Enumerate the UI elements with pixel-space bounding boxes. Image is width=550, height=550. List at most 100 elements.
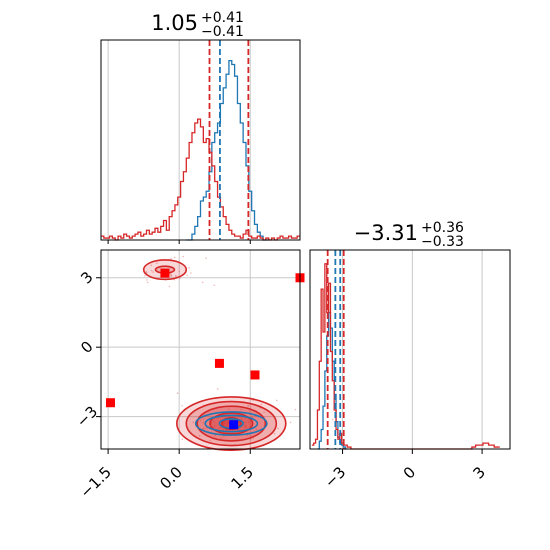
joint-sample-point	[220, 437, 222, 440]
marginal-y-histogram	[311, 250, 500, 450]
joint-sample-point	[214, 434, 217, 437]
joint-y-tick-label: 0	[77, 337, 96, 356]
marginal-y-panel: −3 0 3 −3.31 +0.36 −0.33	[309, 220, 511, 491]
joint-sample-point	[244, 421, 246, 424]
marginal-y-title-plus: +0.36	[421, 220, 464, 236]
joint-blue-marker	[229, 420, 239, 430]
joint-sample-point	[209, 439, 211, 442]
joint-blue-contour	[204, 414, 259, 433]
joint-y-tick-label: 3	[77, 268, 96, 287]
joint-y-ticks: −3 0 3	[73, 268, 101, 431]
joint-sample-point	[181, 404, 184, 407]
marginal-x-title-minus: −0.41	[201, 24, 244, 40]
joint-sample-point	[213, 284, 216, 287]
joint-blue-contour	[194, 411, 268, 436]
joint-sample-point	[205, 257, 207, 260]
joint-sample-point	[144, 274, 146, 277]
marginal-y-x-tick-label: 0	[400, 463, 419, 482]
joint-sample-point	[179, 277, 181, 280]
joint-sample-point	[222, 428, 225, 431]
joint-sample-point	[247, 404, 249, 407]
joint-sample-point	[273, 432, 276, 435]
joint-sample-point	[260, 403, 263, 406]
marginal-y-x-tick-label: −3	[321, 463, 349, 491]
joint-sample-point	[219, 426, 221, 429]
marginal-x-title-plus: +0.41	[201, 10, 244, 26]
marginal-y-x-ticks: −3 0 3	[321, 449, 489, 491]
marginal-y-blue-histogram	[317, 311, 348, 450]
joint-sample-point	[199, 419, 202, 422]
joint-red-marker	[160, 268, 170, 278]
joint-sample-point	[202, 421, 205, 424]
joint-sample-point	[152, 271, 154, 273]
joint-sample-point	[150, 264, 153, 267]
marginal-x-panel: 1.05 +0.41 −0.41	[100, 10, 301, 244]
joint-sample-point	[175, 274, 177, 277]
joint-sample-point	[240, 418, 243, 421]
joint-sample-point	[223, 435, 225, 438]
marginal-y-frame	[309, 249, 511, 450]
joint-sample-point	[182, 255, 185, 258]
joint-sample-point	[276, 399, 278, 402]
joint-sample-point	[192, 421, 195, 424]
joint-sample-point	[245, 426, 247, 428]
joint-red-marker	[105, 398, 115, 408]
joint-sample-point	[223, 422, 225, 425]
joint-sample-point	[247, 421, 250, 424]
joint-sample-point	[240, 408, 243, 411]
joint-red-marker	[250, 370, 260, 380]
joint-x-tick-label: 1.5	[227, 463, 257, 493]
joint-sample-point	[146, 281, 149, 284]
marginal-x-title: 1.05 +0.41 −0.41	[151, 10, 244, 40]
joint-sample-point	[202, 417, 205, 420]
joint-sample-point	[289, 421, 292, 424]
joint-sample-point	[203, 427, 205, 430]
joint-sample-point	[170, 274, 172, 277]
joint-x-ticks: −1.5 0.0 1.5	[76, 449, 257, 502]
marginal-y-title: −3.31 +0.36 −0.33	[354, 220, 464, 250]
joint-sample-point	[188, 266, 190, 269]
marginal-x-frame	[100, 39, 301, 241]
marginal-x-title-value: 1.05	[151, 11, 198, 35]
joint-sample-point	[331, 418, 334, 421]
marginal-x-red-histogram	[101, 118, 300, 241]
marginal-y-x-tick-label: 3	[469, 463, 488, 482]
joint-x-tick-label: 0.0	[156, 463, 186, 493]
joint-sample-point	[186, 274, 188, 277]
marginal-x-blue-histogram	[186, 59, 269, 241]
joint-y-tick-label: −3	[73, 402, 101, 430]
joint-sample-point	[216, 388, 219, 390]
joint-sample-point	[198, 435, 201, 437]
joint-sample-point	[170, 273, 172, 276]
joint-sample-point	[176, 392, 179, 395]
joint-sample-point	[235, 429, 238, 431]
joint-scatter	[101, 250, 334, 451]
joint-x-tick-label: −1.5	[76, 463, 114, 501]
joint-sample-point	[294, 408, 297, 411]
joint-red-marker	[214, 358, 224, 368]
joint-sample-point	[244, 424, 247, 427]
joint-sample-point	[205, 427, 208, 429]
joint-sample-point	[277, 427, 279, 430]
joint-sample-point	[190, 272, 192, 274]
joint-sample-point	[213, 425, 216, 427]
joint-frame	[100, 249, 301, 450]
joint-sample-point	[146, 279, 148, 281]
marginal-x-histogram	[101, 40, 300, 244]
joint-sample-point	[263, 411, 265, 414]
joint-sample-point	[178, 270, 181, 273]
joint-sample-point	[145, 272, 148, 274]
joint-sample-point	[244, 426, 246, 428]
joint-sample-point	[170, 257, 172, 260]
joint-sample-point	[150, 269, 153, 272]
joint-panel: −1.5 0.0 1.5 −3 0 3	[73, 249, 334, 502]
joint-sample-point	[227, 408, 230, 410]
joint-sample-point	[173, 256, 176, 259]
joint-sample-point	[201, 281, 204, 284]
joint-sample-point	[156, 262, 158, 265]
joint-sample-point	[212, 420, 215, 423]
joint-sample-point	[168, 285, 171, 288]
joint-sample-point	[181, 438, 184, 441]
marginal-y-title-value: −3.31	[354, 221, 418, 245]
